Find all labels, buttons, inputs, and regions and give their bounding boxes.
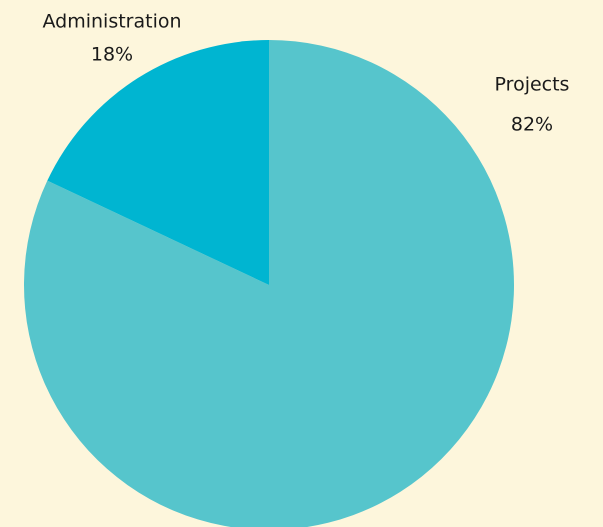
slice-value-label: 18% bbox=[91, 44, 133, 66]
pie-slice bbox=[47, 40, 270, 285]
slice-label: Projects bbox=[495, 74, 570, 96]
pie-slice bbox=[24, 40, 514, 527]
slice-value-label: 82% bbox=[511, 114, 553, 136]
slice-label: Administration bbox=[42, 11, 181, 33]
